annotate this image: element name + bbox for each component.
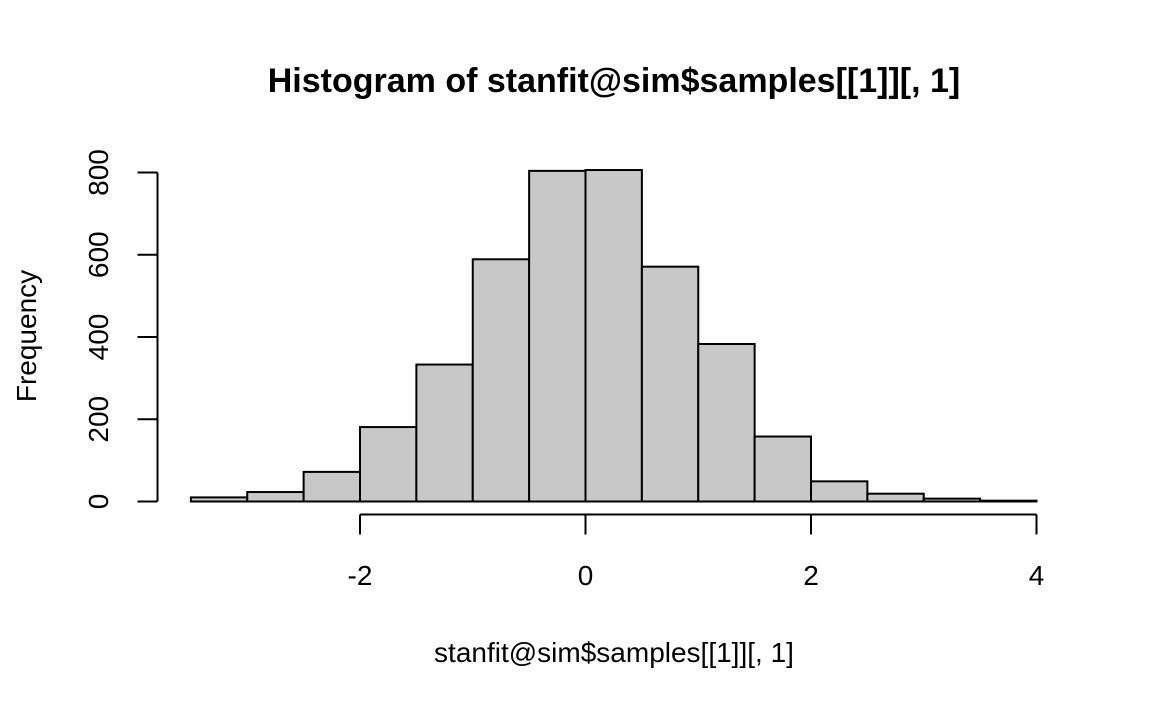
x-tick-label: 2 <box>803 560 819 591</box>
histogram-bar-10 <box>753 435 812 503</box>
histogram-bar-1 <box>246 491 305 503</box>
histogram-bar-14 <box>979 499 1038 503</box>
x-tick-label: 4 <box>1029 560 1045 591</box>
histogram-bar-5 <box>471 258 531 503</box>
histogram-bar-11 <box>810 480 869 503</box>
y-tick-label: 200 <box>83 396 114 443</box>
histogram-bar-8 <box>640 265 700 503</box>
histogram-bars <box>189 169 1038 503</box>
histogram-bar-13 <box>922 497 982 503</box>
histogram-bar-2 <box>302 470 361 503</box>
y-axis-label: Frequency <box>11 270 42 402</box>
histogram-bar-3 <box>359 426 418 503</box>
x-axis-label: stanfit@sim$samples[[1]][, 1] <box>434 637 794 668</box>
y-tick-label: 600 <box>83 231 114 278</box>
histogram-bar-0 <box>189 496 249 503</box>
histogram-bar-6 <box>528 169 587 503</box>
histogram-bar-9 <box>697 342 756 503</box>
y-tick-label: 0 <box>83 494 114 510</box>
x-tick-label: 0 <box>578 560 594 591</box>
y-tick-label: 400 <box>83 314 114 361</box>
histogram-bar-12 <box>866 492 925 503</box>
y-tick-label: 800 <box>83 149 114 196</box>
x-axis: -2 0 2 4 <box>348 513 1045 591</box>
histogram-bar-4 <box>415 363 474 503</box>
chart-title: Histogram of stanfit@sim$samples[[1]][, … <box>268 62 961 100</box>
x-tick-label: -2 <box>348 560 373 591</box>
y-axis: 0 200 400 600 800 <box>83 149 159 510</box>
histogram-bar-7 <box>584 169 643 503</box>
